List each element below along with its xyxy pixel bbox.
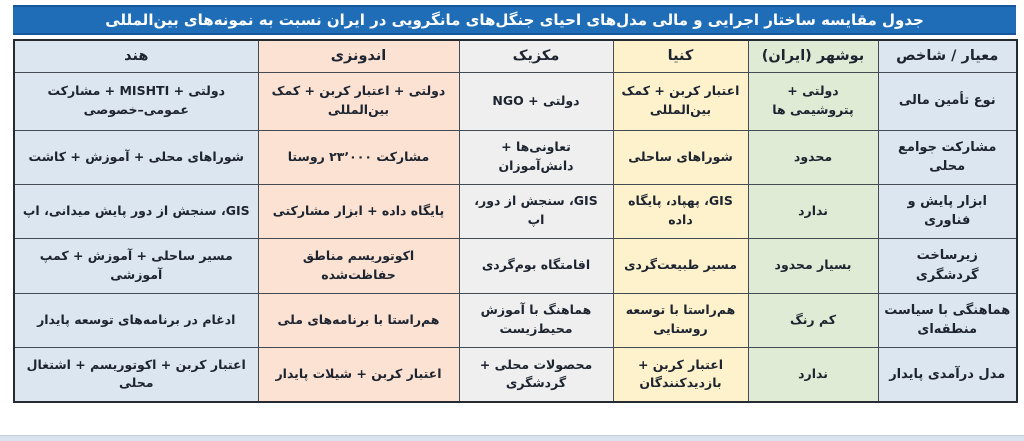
table-cell: مشارکت ۲۳٬۰۰۰ روستا [257,129,460,185]
table-cell: هماهنگ با آموزش محیط‌زیست [458,292,614,348]
table-row-tourism-infra: زیرساخت گردشگری بسیار محدود مسیر طبیعت‌گ… [13,237,1018,294]
row-criterion-cell: مدل درآمدی پایدار [877,346,1018,403]
table-row-financing: نوع تأمین مالی دولتی + پتروشیمی ها اعتبا… [13,71,1018,131]
table-cell: بسیار محدود [747,237,879,294]
row-criterion-cell: مشارکت جوامع محلی [877,129,1018,185]
table-cell: اعتبار کربن + بازدیدکنندگان [612,346,749,403]
table-cell: شوراهای ساحلی [612,129,749,185]
table-cell: اقامتگاه بوم‌گردی [458,237,614,294]
column-header-criteria: معیار / شاخص [877,39,1018,73]
column-header-bushehr-iran: بوشهر (ایران) [747,39,879,73]
row-criterion-cell: ابزار پایش و فناوری [877,183,1018,239]
table-cell: مسیر طبیعت‌گردی [612,237,749,294]
table-cell: دولتی + MISHTI + مشارکت عمومی–خصوصی [13,71,259,131]
table-cell: محصولات محلی + گردشگری [458,346,614,403]
table-cell: GIS، پهپاد، پایگاه داده [612,183,749,239]
table-row-community: مشارکت جوامع محلی محدود شوراهای ساحلی تع… [13,129,1018,185]
table-cell: تعاونی‌ها + دانش‌آموزان [458,129,614,185]
column-header-india: هند [13,39,259,73]
table-cell: اعتبار کربن + اکوتوریسم + اشتغال محلی [13,346,259,403]
table-row-revenue-model: مدل درآمدی پایدار ندارد اعتبار کربن + با… [13,346,1018,403]
comparison-table: معیار / شاخص بوشهر (ایران) کنیا مکزیک ان… [13,39,1018,403]
column-header-indonesia: اندونزی [257,39,460,73]
table-cell: کم رنگ [747,292,879,348]
table-cell: دولتی + اعتبار کربن + کمک بین‌المللی [257,71,460,131]
table-cell: هم‌راستا با برنامه‌های ملی [257,292,460,348]
table-cell: هم‌راستا با توسعه روستایی [612,292,749,348]
table-cell: ندارد [747,183,879,239]
column-header-mexico: مکزیک [458,39,614,73]
bottom-strip [0,435,1024,441]
row-criterion-cell: زیرساخت گردشگری [877,237,1018,294]
table-cell: اعتبار کربن + کمک بین‌المللی [612,71,749,131]
table-cell: دولتی + NGO [458,71,614,131]
table-cell: ادغام در برنامه‌های توسعه پایدار [13,292,259,348]
table-cell: دولتی + پتروشیمی ها [747,71,879,131]
table-row-policy-alignment: هماهنگی با سیاست منطقه‌ای کم رنگ هم‌راست… [13,292,1018,348]
row-criterion-cell: نوع تأمین مالی [877,71,1018,131]
table-cell: اعتبار کربن + شیلات پایدار [257,346,460,403]
table-cell: مسیر ساحلی + آموزش + کمپ آموزشی [13,237,259,294]
table-row-monitoring-tech: ابزار پایش و فناوری ندارد GIS، پهپاد، پا… [13,183,1018,239]
table-cell: پایگاه داده + ابزار مشارکتی [257,183,460,239]
table-title: جدول مقایسه ساختار اجرایی و مالی مدل‌های… [105,11,924,29]
table-cell: GIS، سنجش از دور پایش میدانی، اپ [13,183,259,239]
row-criterion-cell: هماهنگی با سیاست منطقه‌ای [877,292,1018,348]
header-row: معیار / شاخص بوشهر (ایران) کنیا مکزیک ان… [13,39,1018,73]
table-cell: GIS، سنجش از دور، اپ [458,183,614,239]
table-title-bar: جدول مقایسه ساختار اجرایی و مالی مدل‌های… [13,5,1016,35]
table-cell: محدود [747,129,879,185]
table-cell: ندارد [747,346,879,403]
table-cell: اکوتوریسم مناطق حفاظت‌شده [257,237,460,294]
column-header-kenya: کنیا [612,39,749,73]
table-cell: شوراهای محلی + آموزش + کاشت [13,129,259,185]
